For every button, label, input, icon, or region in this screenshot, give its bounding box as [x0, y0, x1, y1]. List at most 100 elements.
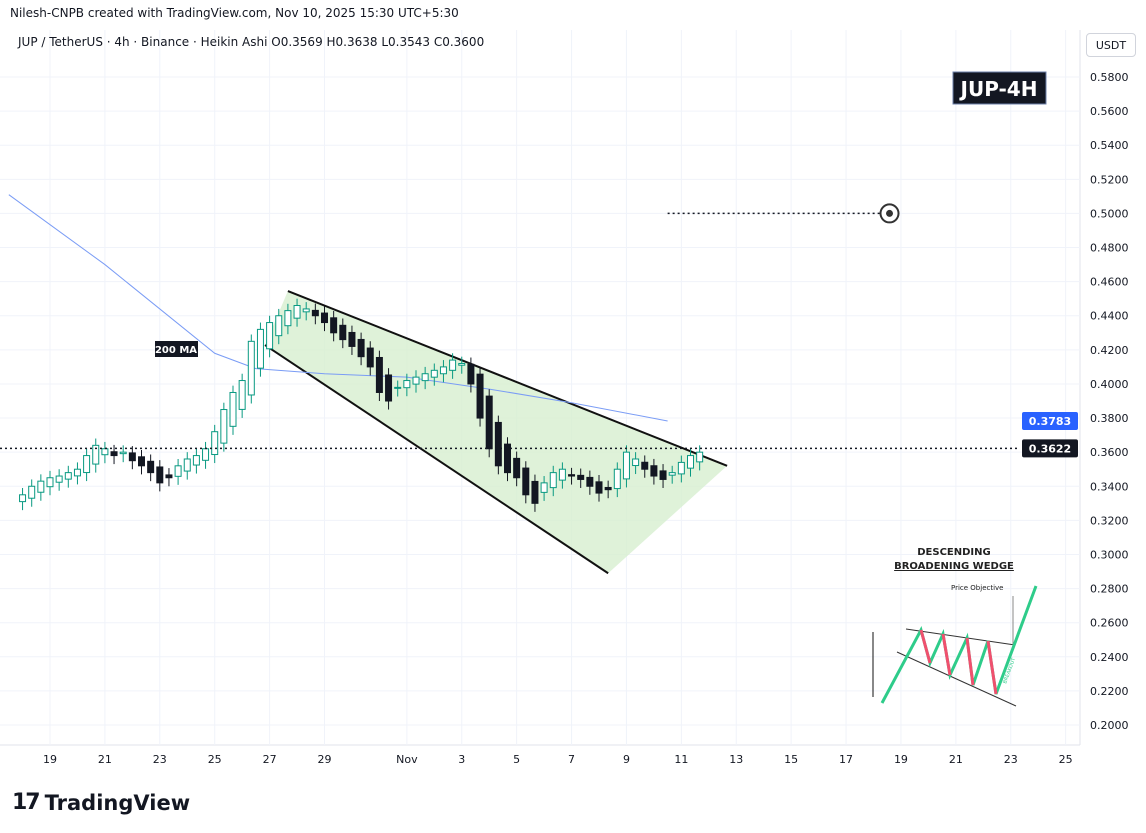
candle-body: [211, 431, 219, 456]
candle-body: [467, 363, 475, 385]
candle-body: [339, 324, 347, 341]
time-tick-label: Nov: [396, 753, 418, 766]
candle: [439, 360, 447, 383]
candle-body: [577, 474, 585, 480]
ma-label-box: [155, 341, 198, 357]
time-tick-label: 19: [43, 753, 57, 766]
candle: [430, 363, 438, 386]
candle-body: [183, 458, 191, 472]
candle-body: [311, 309, 319, 317]
candle: [55, 469, 63, 491]
candle: [641, 455, 649, 478]
candle: [650, 458, 658, 485]
candle: [229, 385, 237, 435]
candle-body: [330, 317, 338, 334]
inset-down-leg: [941, 633, 952, 676]
candle-body: [586, 476, 594, 487]
candle-body: [430, 369, 438, 378]
price-tick-label: 0.2000: [1090, 719, 1129, 732]
candle: [321, 306, 328, 332]
candle: [92, 438, 100, 473]
time-tick-label: 13: [729, 753, 743, 766]
candle: [696, 445, 704, 471]
symbol-badge-text: JUP-4H: [959, 77, 1038, 101]
symbol-legend: JUP / TetherUS · 4h · Binance · Heikin A…: [18, 35, 485, 49]
price-axis: [1080, 30, 1146, 745]
candle: [632, 452, 640, 475]
target-icon: [879, 203, 900, 224]
candle-body: [375, 356, 383, 393]
candle: [138, 449, 145, 475]
candle: [156, 460, 164, 492]
time-tick-label: 21: [98, 753, 112, 766]
candle: [247, 334, 255, 404]
candle-body: [522, 467, 530, 496]
candle: [183, 452, 191, 480]
candle-body: [266, 322, 274, 350]
candle: [476, 367, 484, 427]
price-tick-label: 0.3800: [1090, 412, 1129, 425]
last-price-tag: [1022, 439, 1078, 458]
candle-body: [421, 373, 429, 382]
candle: [110, 444, 118, 465]
time-tick-label: 23: [1004, 753, 1018, 766]
candle: [687, 448, 694, 477]
price-tick-label: 0.3200: [1090, 514, 1129, 527]
price-tick-label: 0.2400: [1090, 651, 1129, 664]
price-tick-label: 0.4400: [1090, 310, 1129, 323]
wedge-lower-trendline: [264, 344, 609, 575]
candle-body: [595, 481, 603, 494]
candle-body: [449, 359, 457, 371]
candle: [449, 353, 457, 379]
candle-body: [284, 310, 292, 327]
candle-body: [403, 380, 411, 389]
logo-text: TradingView: [44, 790, 191, 815]
candle: [577, 468, 585, 488]
candle: [220, 402, 228, 452]
candle: [284, 303, 292, 335]
candle-body: [220, 409, 228, 444]
currency-unit-button[interactable]: USDT: [1086, 33, 1136, 57]
candle-body: [641, 461, 649, 470]
candle-body: [558, 468, 566, 481]
candle: [668, 465, 676, 484]
price-tick-label: 0.4000: [1090, 378, 1129, 391]
time-tick-label: 23: [153, 753, 167, 766]
inset-upper-line: [905, 628, 1016, 646]
candle-body: [348, 331, 356, 347]
price-tick-label: 0.2800: [1090, 583, 1129, 596]
candle: [677, 455, 685, 483]
price-tick-label: 0.4600: [1090, 276, 1129, 289]
ma-price-tag: [1022, 411, 1078, 430]
candle-body: [55, 475, 63, 483]
candle: [192, 448, 200, 474]
candle: [659, 464, 667, 488]
candle-body: [147, 460, 155, 474]
attribution: Nilesh-CNPB created with TradingView.com…: [10, 6, 459, 20]
candle-body: [302, 308, 310, 313]
candle: [211, 424, 219, 464]
candle-body: [138, 456, 145, 467]
candle-body: [540, 482, 548, 493]
candle: [366, 341, 374, 376]
candle: [73, 462, 81, 485]
candle-body: [156, 466, 164, 484]
inset-down-leg: [986, 640, 998, 695]
candle: [46, 470, 54, 496]
inset-objective-label: Price Objective: [951, 584, 1004, 592]
candle-body: [458, 362, 466, 366]
candle: [256, 322, 264, 377]
time-tick-label: 11: [674, 753, 688, 766]
price-tick-label: 0.3600: [1090, 446, 1129, 459]
candle-body: [659, 470, 667, 480]
time-tick-label: 9: [623, 753, 630, 766]
candle: [412, 370, 420, 393]
candle-body: [668, 472, 676, 476]
candle: [37, 474, 45, 501]
candle-body: [604, 486, 612, 491]
time-tick-label: 17: [839, 753, 853, 766]
candle: [348, 325, 356, 355]
candle-body: [385, 374, 393, 402]
candle: [604, 480, 612, 499]
